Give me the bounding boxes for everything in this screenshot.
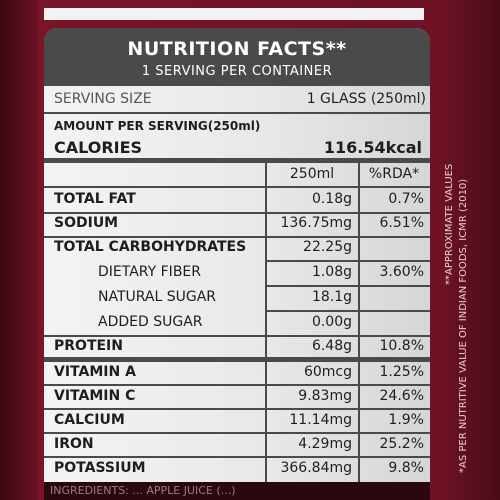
serving-size-label: SERVING SIZE [54,91,152,107]
nutrient-amount: 0.00g [311,314,352,330]
divider [44,236,430,238]
serving-size-value: 1 GLASS (250ml) [306,91,426,107]
nutrient-name: VITAMIN A [54,364,136,380]
nutrition-title: NUTRITION FACTS** [127,38,347,60]
nutrient-rda: 24.6% [379,388,424,404]
column-header-rda: %RDA* [368,166,420,182]
divider [44,408,430,410]
nutrient-rda: 10.8% [379,338,424,354]
divider [265,285,430,287]
nutrition-facts-panel: NUTRITION FACTS** 1 SERVING PER CONTAINE… [44,28,430,482]
amount-per-serving: AMOUNT PER SERVING(250ml) [54,119,261,133]
nutrient-amount: 136.75mg [280,215,352,231]
nutrient-name: NATURAL SUGAR [98,289,217,305]
nutrient-amount: 11.14mg [289,412,352,428]
divider-thick [44,357,430,362]
nutrient-name: TOTAL CARBOHYDRATES [54,239,247,255]
approximate-values-note: **APPROXIMATE VALUES [444,163,455,285]
nutrient-amount: 366.84mg [280,460,352,476]
nutrient-name: PROTEIN [54,338,123,354]
divider [44,112,430,114]
nutrient-rda: 9.8% [388,460,424,476]
divider [265,310,430,312]
nutrient-amount: 18.1g [311,289,352,305]
nutrient-name: ADDED SUGAR [98,314,203,330]
nutrient-name: TOTAL FAT [54,191,136,207]
nutrient-amount: 0.18g [311,191,352,207]
bottle-edge [0,0,38,500]
nutrient-amount: 4.29mg [298,436,352,452]
calories-label: CALORIES [54,138,143,157]
nutrition-header: NUTRITION FACTS** 1 SERVING PER CONTAINE… [44,28,430,86]
column-divider [265,158,267,482]
nutrition-subtitle: 1 SERVING PER CONTAINER [141,64,333,79]
nutrient-rda: 1.25% [379,364,424,380]
label-top-band [44,8,424,20]
nutrient-amount: 60mcg [303,364,352,380]
nutrient-amount: 22.25g [303,239,352,255]
column-divider [358,158,360,482]
nutrient-rda: 6.51% [379,215,424,231]
divider [44,186,430,188]
nutrient-rda: 25.2% [379,436,424,452]
nutrient-rda: 0.7% [388,191,424,207]
divider [44,384,430,386]
nutrient-rda: 1.9% [388,412,424,428]
column-header-amount: 250ml [289,166,335,182]
rda-source-note: *AS PER NUTRITIVE VALUE OF INDIAN FOODS,… [458,178,469,473]
nutrient-name: VITAMIN C [54,388,136,404]
nutrient-name: DIETARY FIBER [98,264,201,280]
nutrient-amount: 1.08g [311,264,352,280]
divider [44,335,430,337]
nutrient-name: POTASSIUM [54,460,146,476]
divider [44,456,430,458]
nutrient-amount: 9.83mg [298,388,352,404]
nutrient-name: IRON [54,436,94,452]
bottom-ingredients-strip: INGREDIENTS: ... APPLE JUICE (...) [44,482,430,500]
side-notes: **APPROXIMATE VALUES *AS PER NUTRITIVE V… [440,95,490,475]
nutrient-name: CALCIUM [54,412,125,428]
divider [44,212,430,214]
nutrient-rda: 3.60% [379,264,424,280]
divider-thick [44,158,430,163]
calories-value: 116.54kcal [323,138,422,157]
divider [265,260,430,262]
divider [44,432,430,434]
nutrient-name: SODIUM [54,215,119,231]
nutrient-amount: 6.48g [311,338,352,354]
ingredients-text: INGREDIENTS: ... APPLE JUICE (...) [50,484,236,497]
